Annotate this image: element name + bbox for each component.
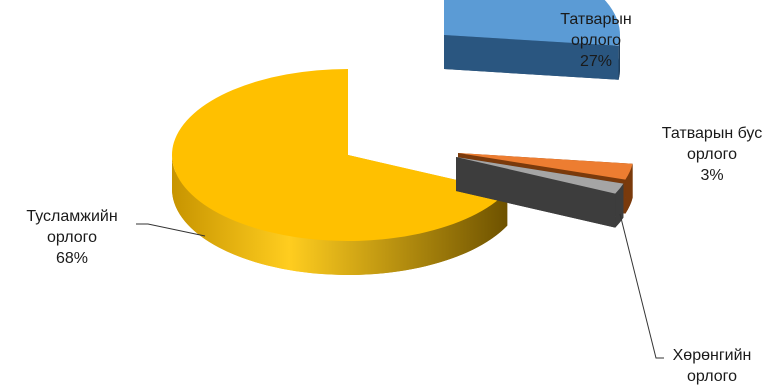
pie-slice [456, 157, 624, 228]
slice-label-line: орлого [571, 32, 621, 49]
leader-lines [136, 213, 664, 359]
pie-slice-side [172, 155, 508, 275]
pie-slice-top [456, 157, 624, 194]
slice-label-line: 3% [700, 167, 723, 184]
leader-line [619, 213, 664, 359]
slice-data-label: Тусламжийн орлого 68% [26, 208, 117, 267]
pie-slice-top [172, 68, 508, 241]
pie-slice-top [458, 153, 633, 180]
slice-label-line: Татварын [560, 11, 631, 28]
slice-label-line: орлого [47, 229, 97, 246]
slice-label-line: 68% [56, 250, 88, 267]
slice-label-line: орлого [687, 146, 737, 163]
slice-label-line: Тусламжийн [26, 208, 117, 225]
pie-slice-wall [444, 35, 619, 80]
pie-slice-wall [456, 157, 616, 228]
slice-label-line: орлого [687, 368, 737, 385]
pie-slice [444, 0, 620, 80]
slice-data-label: Хөрөнгийнорлого2% [673, 347, 752, 387]
slice-label-line: 27% [580, 53, 612, 70]
slice-label-line: Татварын бус [662, 125, 762, 142]
slice-label-line: Хөрөнгийн [673, 347, 752, 364]
pie-slice-side [618, 35, 620, 80]
pie-slice [172, 68, 508, 275]
pie-slice-side [615, 183, 624, 228]
pie-slices [172, 0, 633, 275]
pie-slice-side [625, 163, 633, 214]
leader-line [136, 223, 206, 237]
slice-data-label: Татварын орлого 27% [560, 11, 631, 70]
slice-data-label: Татварын бус орлого 3% [662, 125, 762, 184]
slice-labels: Татварын орлого 27% Татварын бус орлого 3% Хөр… [26, 11, 762, 387]
pie-slice-top [444, 0, 620, 46]
